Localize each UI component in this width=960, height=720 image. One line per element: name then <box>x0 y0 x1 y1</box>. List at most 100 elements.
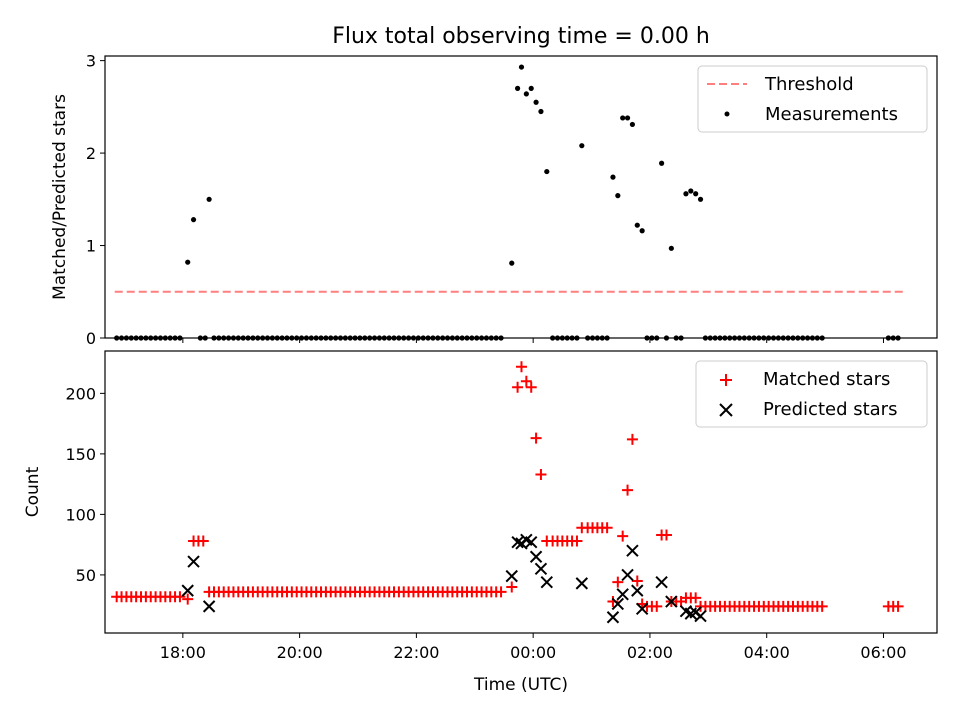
measurement-point <box>538 108 544 115</box>
legend-matched-label: Matched stars <box>763 369 890 390</box>
x-tick-label: 18:00 <box>160 643 206 662</box>
bottom-legend-box <box>695 360 928 428</box>
predicted-star-point <box>511 536 524 549</box>
matched-star-point <box>525 381 537 393</box>
top-panel: 0 1 2 3 Matched/Predicted stars Threshold M… <box>50 52 938 348</box>
measurement-point <box>518 64 525 70</box>
top-y-axis-label: Matched/Predicted stars <box>50 94 70 300</box>
matched-star-point <box>651 600 663 612</box>
bottom-data-points <box>111 361 904 624</box>
x-tick-label: 00:00 <box>510 643 556 662</box>
matched-star-point <box>816 600 828 612</box>
measurement-point <box>624 115 631 121</box>
matched-star-point <box>512 381 524 393</box>
matched-star-point <box>506 581 518 593</box>
matched-star-point <box>601 522 613 534</box>
top-x-ticks <box>182 338 884 343</box>
matched-star-point <box>660 529 672 541</box>
matched-star-point <box>515 361 527 373</box>
measurement-point <box>615 193 621 199</box>
measurement-point <box>697 196 704 202</box>
matched-star-point <box>174 591 186 603</box>
measurement-point <box>190 217 197 223</box>
predicted-star-point <box>202 600 216 613</box>
bottom-axes-frame <box>104 350 938 634</box>
matched-star-point <box>892 600 904 612</box>
matched-star-point <box>622 484 634 496</box>
top-legend-box <box>697 65 928 133</box>
bottom-y-tick-label: 100 <box>65 505 96 524</box>
matched-star-point <box>626 433 638 445</box>
predicted-star-point <box>575 577 589 590</box>
predicted-star-point <box>616 588 629 601</box>
predicted-star-point <box>505 569 518 583</box>
measurement-point <box>528 85 534 91</box>
matched-star-point <box>690 592 702 604</box>
legend-threshold-label: Threshold <box>764 74 854 95</box>
bottom-x-ticks: 18:00 20:00 22:00 00:00 02:00 04:00 06:00 <box>160 633 907 662</box>
x-tick-label: 22:00 <box>393 643 439 662</box>
matched-star-point <box>530 432 542 444</box>
matched-star-point <box>571 535 583 547</box>
predicted-star-point <box>621 568 634 582</box>
measurement-point <box>629 121 636 128</box>
predicted-star-point <box>611 597 625 611</box>
measurement-point <box>544 168 550 175</box>
measurement-point <box>683 191 689 197</box>
matched-star-point <box>631 575 643 587</box>
predicted-star-point <box>606 611 620 624</box>
predicted-star-point <box>665 595 678 608</box>
chart-title: Flux total observing time = 0.00 h <box>332 24 710 49</box>
measurement-point <box>514 85 521 91</box>
predicted-star-point <box>187 555 200 568</box>
matched-star-point <box>520 375 532 387</box>
bottom-legend: Matched stars Predicted stars <box>695 360 928 428</box>
measurement-point <box>509 260 515 266</box>
top-y-tick-label: 0 <box>86 329 96 348</box>
measurement-point <box>185 259 191 265</box>
top-y-tick-label: 2 <box>86 144 96 163</box>
bottom-panel: 50 100 150 200 18:00 20:00 22:00 00:00 02:00 04:… <box>23 350 938 695</box>
bottom-y-tick-label: 50 <box>76 566 96 585</box>
predicted-star-point <box>626 544 639 557</box>
measurement-point <box>688 188 694 194</box>
predicted-star-point <box>635 602 649 616</box>
matched-star-point <box>495 586 507 598</box>
matched-star-point <box>197 535 209 547</box>
matched-star-point <box>182 593 194 605</box>
measurement-point <box>610 174 616 180</box>
x-tick-label: 02:00 <box>627 643 673 662</box>
measurement-point <box>579 143 585 149</box>
x-tick-label: 20:00 <box>277 643 323 662</box>
measurement-point <box>523 91 529 97</box>
matched-star-point <box>612 576 624 588</box>
bottom-y-tick-label: 200 <box>65 384 96 403</box>
x-axis-label: Time (UTC) <box>473 675 568 695</box>
bottom-y-ticks: 50 100 150 200 <box>65 384 105 585</box>
legend-predicted-swatch <box>719 403 733 417</box>
top-y-ticks: 0 1 2 3 <box>86 52 105 348</box>
measurement-point <box>206 196 212 202</box>
x-tick-label: 04:00 <box>744 643 790 662</box>
measurement-point <box>620 115 626 121</box>
predicted-star-point <box>181 584 194 597</box>
predicted-star-point <box>655 575 668 589</box>
top-axes-frame <box>104 55 938 339</box>
matched-star-point <box>535 468 547 480</box>
legend-matched-swatch <box>720 374 732 386</box>
predicted-star-point <box>540 575 553 589</box>
bottom-y-tick-label: 150 <box>65 445 96 464</box>
measurement-point <box>693 191 699 197</box>
legend-measurements-swatch <box>724 111 730 117</box>
predicted-star-point <box>534 562 548 576</box>
bottom-y-axis-label: Count <box>23 466 43 517</box>
x-tick-label: 06:00 <box>860 643 906 662</box>
measurement-point <box>533 99 539 105</box>
legend-predicted-label: Predicted stars <box>763 399 897 420</box>
measurement-point <box>639 228 645 234</box>
matched-star-point <box>617 530 629 542</box>
measurement-point <box>668 245 674 251</box>
legend-measurements-label: Measurements <box>765 104 898 125</box>
top-y-tick-label: 1 <box>86 237 96 256</box>
